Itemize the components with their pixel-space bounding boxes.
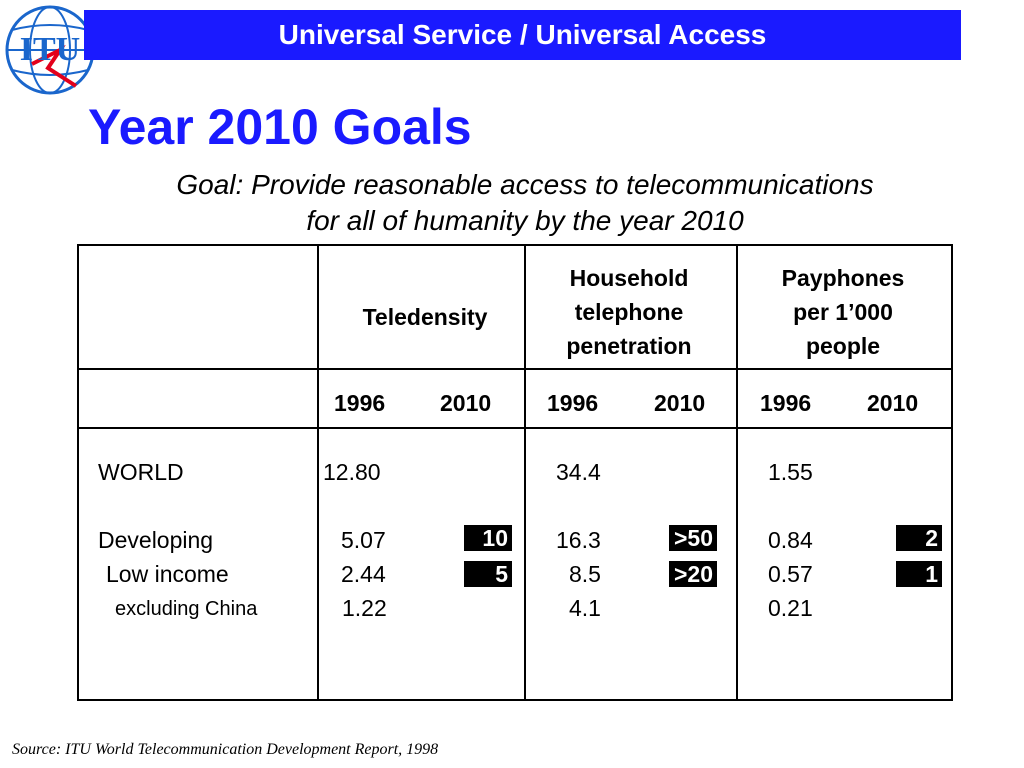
year-tele-1996: 1996 xyxy=(334,390,386,416)
header-payphones-line-2: per 1’000 xyxy=(793,299,893,325)
header-teledensity: Teledensity xyxy=(362,304,488,330)
header-household-line-1: Household xyxy=(569,265,689,291)
cell-lowincome-pay-2010: 1 xyxy=(896,561,942,587)
row-label-world: WORLD xyxy=(98,459,184,485)
cell-lowincome-tele-1996: 2.44 xyxy=(341,561,386,587)
cell-lowincome-tele-2010: 5 xyxy=(464,561,512,587)
subtitle-line-2: for all of humanity by the year 2010 xyxy=(306,205,744,236)
goals-table xyxy=(77,244,953,701)
cell-lowincome-hh-2010: >20 xyxy=(669,561,717,587)
cell-developing-pay-2010: 2 xyxy=(896,525,942,551)
table-divider-header xyxy=(77,368,953,370)
itu-logo: ITU xyxy=(2,2,98,98)
cell-developing-tele-1996: 5.07 xyxy=(341,527,386,553)
cell-world-tele-1996: 12.80 xyxy=(323,459,381,485)
cell-developing-hh-1996: 16.3 xyxy=(556,527,601,553)
cell-exchina-tele-1996: 1.22 xyxy=(342,595,387,621)
header-banner: Universal Service / Universal Access xyxy=(84,10,961,60)
itu-globe-icon: ITU xyxy=(5,5,95,95)
row-label-excluding-china: excluding China xyxy=(115,598,258,620)
page-title: Year 2010 Goals xyxy=(88,99,472,155)
header-payphones: Payphones per 1’000 people xyxy=(740,261,946,363)
row-label-low-income: Low income xyxy=(106,561,229,587)
year-tele-2010: 2010 xyxy=(440,390,492,416)
cell-developing-hh-2010: >50 xyxy=(669,525,717,551)
table-col-divider-1 xyxy=(317,245,319,700)
source-note: Source: ITU World Telecommunication Deve… xyxy=(12,741,439,758)
year-hh-1996: 1996 xyxy=(547,390,599,416)
header-payphones-line-3: people xyxy=(805,333,881,359)
cell-developing-pay-1996: 0.84 xyxy=(768,527,813,553)
svg-text:ITU: ITU xyxy=(20,31,80,68)
year-pay-2010: 2010 xyxy=(867,390,919,416)
header-household: Household telephone penetration xyxy=(528,261,730,363)
cell-lowincome-pay-1996: 0.57 xyxy=(768,561,813,587)
cell-exchina-hh-1996: 4.1 xyxy=(569,595,601,621)
subtitle-line-1: Goal: Provide reasonable access to telec… xyxy=(176,169,874,200)
year-hh-2010: 2010 xyxy=(654,390,706,416)
header-household-line-2: telephone xyxy=(574,299,684,325)
cell-developing-tele-2010: 10 xyxy=(464,525,512,551)
goal-subtitle: Goal: Provide reasonable access to telec… xyxy=(90,167,960,239)
cell-lowincome-hh-1996: 8.5 xyxy=(569,561,601,587)
cell-exchina-pay-1996: 0.21 xyxy=(768,595,813,621)
row-label-developing: Developing xyxy=(98,527,214,553)
table-col-divider-2 xyxy=(524,245,526,700)
cell-world-pay-1996: 1.55 xyxy=(768,459,813,485)
year-pay-1996: 1996 xyxy=(760,390,812,416)
cell-world-hh-1996: 34.4 xyxy=(556,459,601,485)
header-payphones-line-1: Payphones xyxy=(781,265,905,291)
table-col-divider-3 xyxy=(736,245,738,700)
banner-title: Universal Service / Universal Access xyxy=(278,19,767,50)
table-divider-years xyxy=(77,427,953,429)
header-household-line-3: penetration xyxy=(566,333,692,359)
